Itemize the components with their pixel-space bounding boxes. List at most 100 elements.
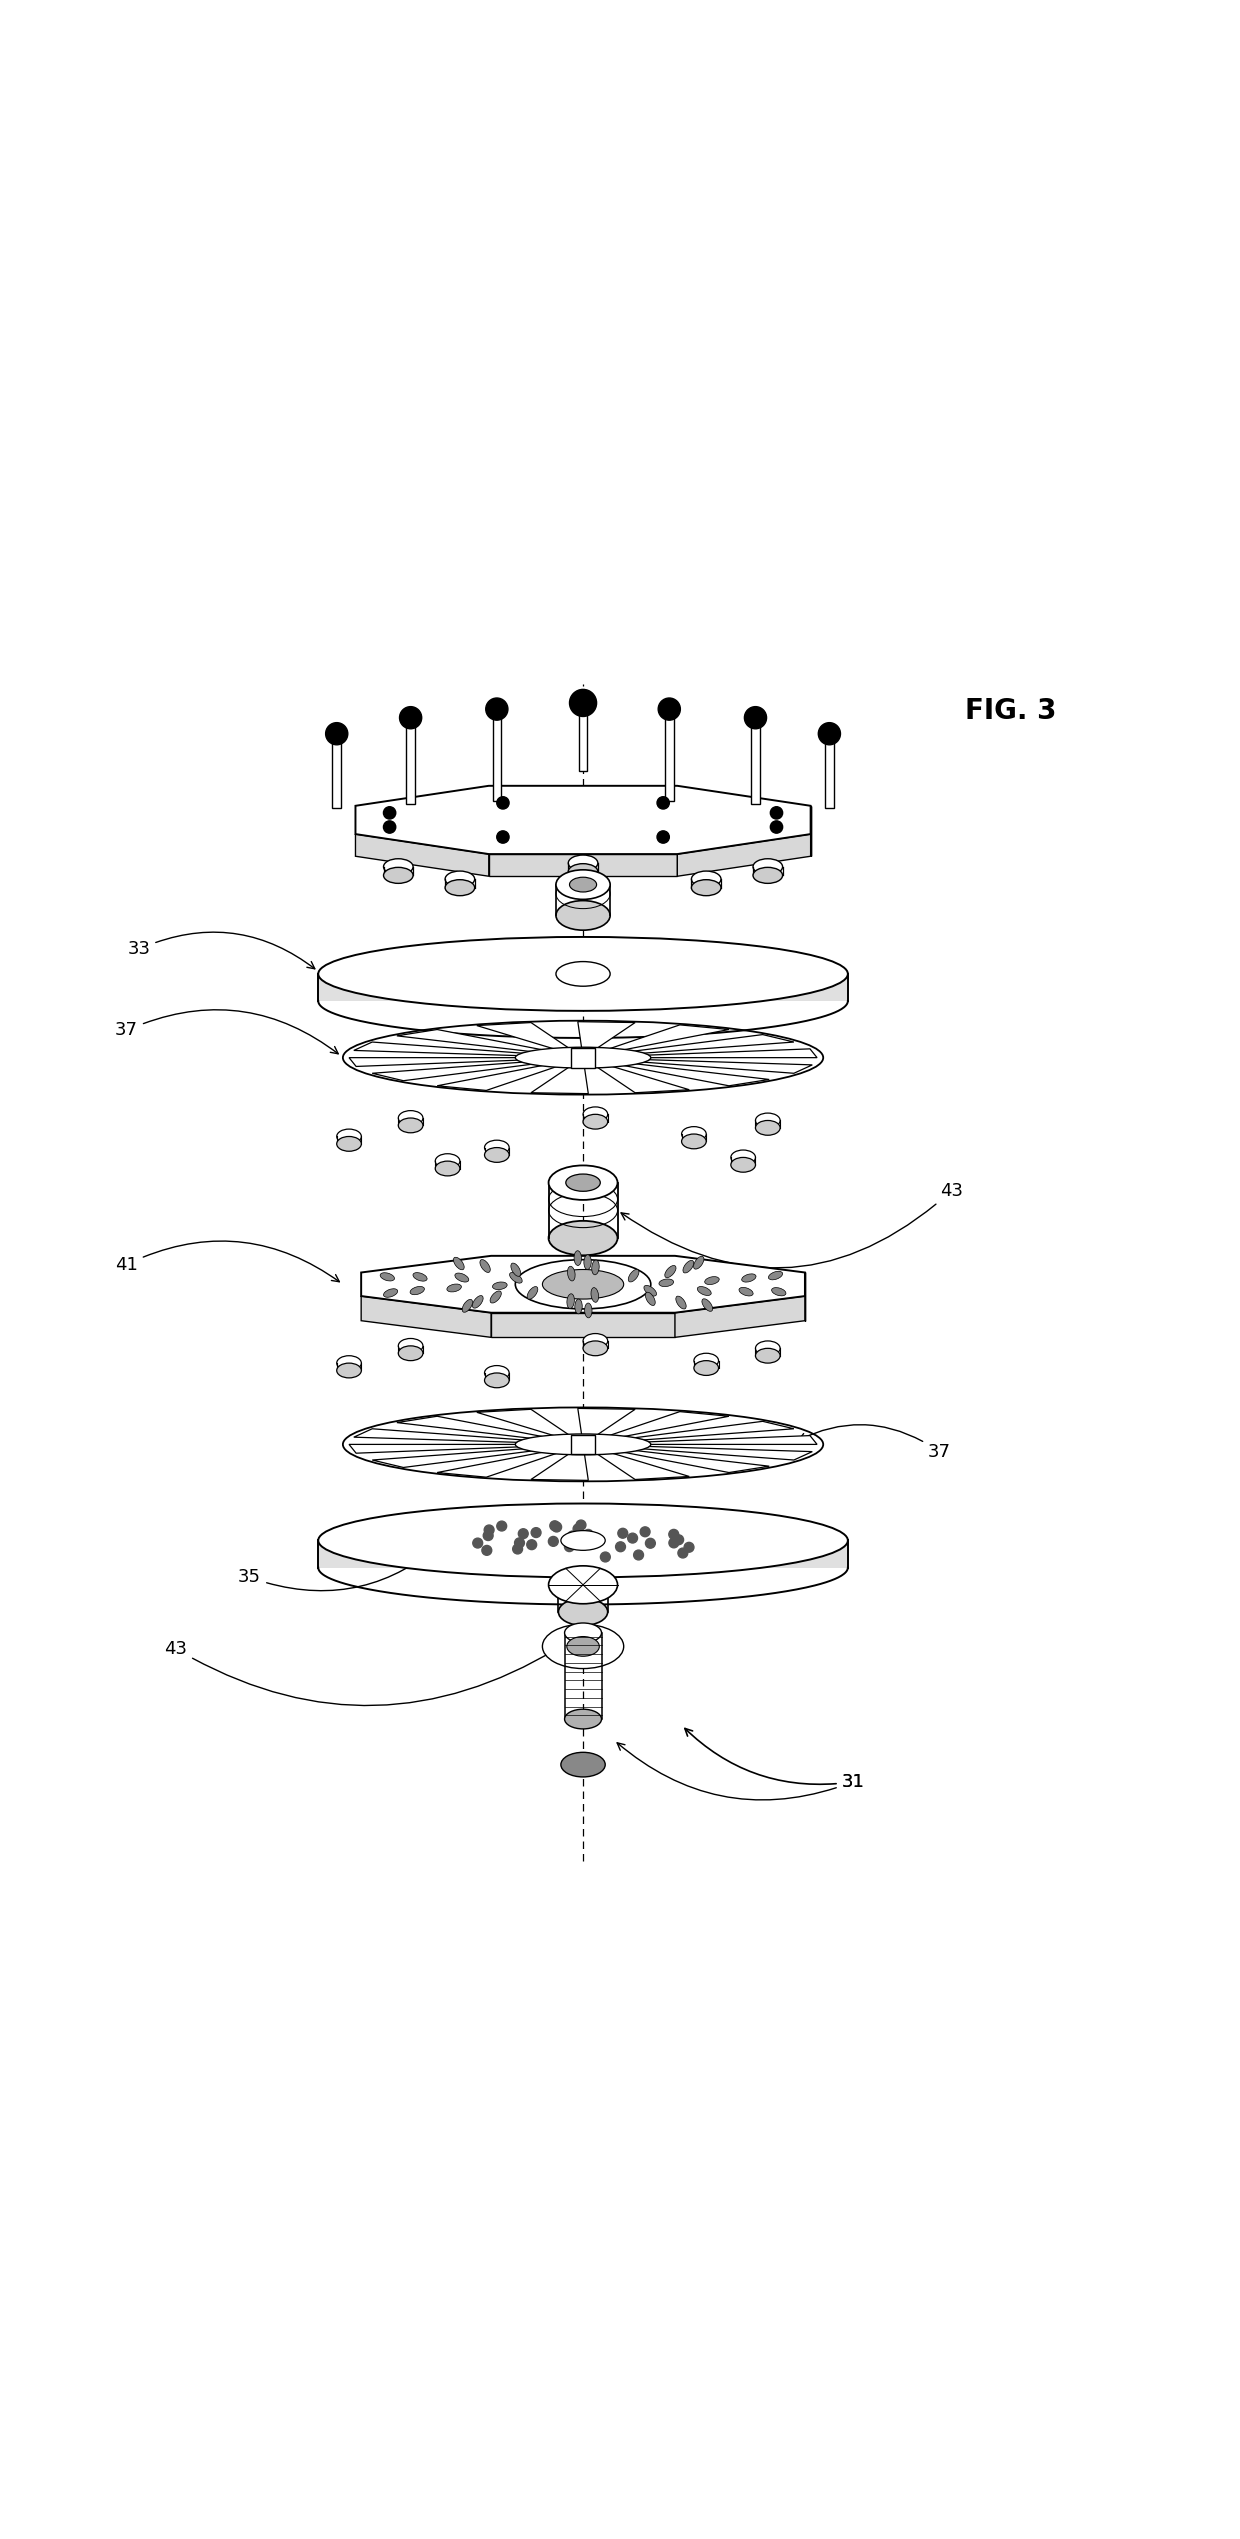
Bar: [579, 703, 588, 772]
Ellipse shape: [753, 868, 782, 884]
Ellipse shape: [567, 1638, 599, 1655]
Circle shape: [657, 797, 670, 810]
Polygon shape: [397, 1028, 552, 1054]
Ellipse shape: [730, 1158, 755, 1173]
Polygon shape: [353, 1429, 538, 1442]
Ellipse shape: [564, 1622, 601, 1643]
Circle shape: [484, 1531, 494, 1541]
Polygon shape: [594, 1452, 689, 1480]
Ellipse shape: [410, 1287, 424, 1295]
Ellipse shape: [383, 868, 413, 884]
Circle shape: [587, 1536, 596, 1546]
Circle shape: [569, 691, 596, 716]
Polygon shape: [361, 1257, 805, 1313]
Circle shape: [497, 830, 510, 843]
Polygon shape: [677, 835, 811, 876]
Circle shape: [497, 797, 510, 810]
Ellipse shape: [694, 1353, 718, 1369]
Polygon shape: [489, 853, 677, 876]
Ellipse shape: [556, 962, 610, 985]
Bar: [570, 1435, 595, 1455]
Ellipse shape: [548, 1221, 618, 1254]
Circle shape: [657, 830, 670, 843]
Ellipse shape: [755, 1348, 780, 1363]
Ellipse shape: [319, 1503, 848, 1577]
Bar: [665, 708, 673, 802]
Polygon shape: [604, 1026, 729, 1051]
Polygon shape: [348, 1445, 536, 1452]
Bar: [825, 734, 833, 807]
Ellipse shape: [584, 1254, 591, 1270]
Ellipse shape: [574, 1252, 582, 1264]
Text: 43: 43: [164, 1640, 557, 1706]
Ellipse shape: [682, 1135, 707, 1148]
Ellipse shape: [510, 1272, 522, 1282]
Ellipse shape: [583, 1341, 608, 1356]
Ellipse shape: [516, 1435, 651, 1455]
Ellipse shape: [319, 937, 848, 1011]
Circle shape: [668, 1539, 678, 1549]
Ellipse shape: [568, 856, 598, 871]
Circle shape: [668, 1528, 678, 1539]
Polygon shape: [353, 1041, 538, 1056]
Text: 37: 37: [799, 1424, 951, 1460]
Ellipse shape: [527, 1287, 538, 1300]
Ellipse shape: [692, 871, 720, 886]
Ellipse shape: [548, 1567, 618, 1605]
Text: 37: 37: [115, 1011, 339, 1054]
Ellipse shape: [516, 1259, 651, 1310]
Polygon shape: [531, 1452, 588, 1480]
Circle shape: [472, 1539, 482, 1549]
Ellipse shape: [480, 1259, 490, 1272]
Ellipse shape: [337, 1356, 361, 1371]
Circle shape: [568, 1531, 578, 1541]
Ellipse shape: [683, 1259, 693, 1272]
Text: 31: 31: [618, 1742, 864, 1800]
Ellipse shape: [755, 1341, 780, 1356]
Ellipse shape: [542, 1625, 624, 1668]
Circle shape: [658, 698, 681, 721]
Circle shape: [646, 1539, 655, 1549]
Ellipse shape: [413, 1272, 427, 1282]
Ellipse shape: [445, 871, 475, 886]
Circle shape: [589, 1534, 599, 1544]
Ellipse shape: [584, 1303, 591, 1318]
Circle shape: [678, 1549, 688, 1559]
Ellipse shape: [516, 1046, 651, 1069]
Polygon shape: [627, 1059, 812, 1074]
Polygon shape: [397, 1417, 552, 1440]
Ellipse shape: [694, 1361, 718, 1376]
Ellipse shape: [565, 1173, 600, 1191]
Ellipse shape: [383, 858, 413, 876]
FancyBboxPatch shape: [319, 1541, 848, 1567]
Circle shape: [640, 1526, 650, 1536]
Circle shape: [770, 820, 782, 833]
Polygon shape: [356, 835, 489, 876]
Ellipse shape: [472, 1295, 484, 1308]
Ellipse shape: [560, 1752, 605, 1777]
Polygon shape: [614, 1061, 769, 1087]
Ellipse shape: [753, 858, 782, 876]
Ellipse shape: [485, 1374, 510, 1389]
Ellipse shape: [755, 1120, 780, 1135]
Ellipse shape: [583, 1333, 608, 1348]
Text: 33: 33: [128, 932, 315, 970]
Circle shape: [578, 1541, 588, 1551]
Ellipse shape: [463, 1300, 472, 1313]
Circle shape: [497, 1521, 507, 1531]
Text: 35: 35: [238, 1541, 444, 1592]
Ellipse shape: [769, 1272, 782, 1280]
Ellipse shape: [492, 1282, 507, 1290]
Ellipse shape: [742, 1275, 756, 1282]
Ellipse shape: [454, 1257, 464, 1270]
Circle shape: [600, 1551, 610, 1561]
Polygon shape: [604, 1412, 729, 1440]
Ellipse shape: [682, 1127, 707, 1143]
Bar: [492, 708, 501, 802]
Circle shape: [399, 706, 422, 729]
Circle shape: [482, 1546, 492, 1556]
Ellipse shape: [569, 876, 596, 891]
Circle shape: [684, 1541, 694, 1551]
Polygon shape: [477, 1409, 572, 1437]
Circle shape: [515, 1539, 525, 1549]
